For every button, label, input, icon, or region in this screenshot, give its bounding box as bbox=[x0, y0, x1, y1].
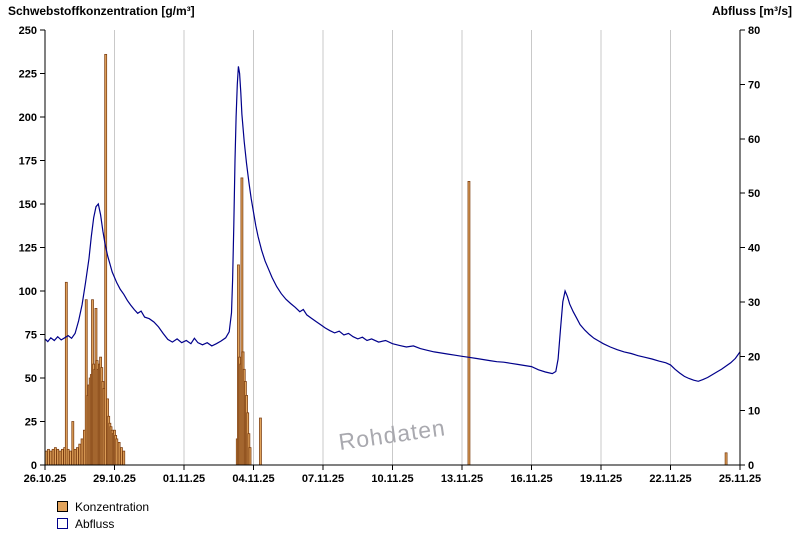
svg-text:80: 80 bbox=[748, 25, 760, 37]
abfluss-swatch-icon bbox=[57, 518, 68, 529]
svg-text:10: 10 bbox=[748, 406, 760, 418]
svg-text:125: 125 bbox=[19, 243, 37, 255]
svg-text:01.11.25: 01.11.25 bbox=[163, 473, 205, 485]
svg-text:150: 150 bbox=[19, 199, 37, 211]
svg-text:30: 30 bbox=[748, 297, 760, 309]
svg-text:40: 40 bbox=[748, 243, 760, 255]
svg-text:25.11.25: 25.11.25 bbox=[719, 473, 761, 485]
svg-text:70: 70 bbox=[748, 79, 760, 91]
svg-text:100: 100 bbox=[19, 286, 37, 298]
svg-text:10.11.25: 10.11.25 bbox=[371, 473, 413, 485]
left-axis-title: Schwebstoffkonzentration [g/m³] bbox=[8, 4, 195, 18]
legend: Konzentration Abfluss bbox=[57, 498, 149, 532]
abfluss-line bbox=[44, 66, 741, 382]
svg-text:20: 20 bbox=[748, 351, 760, 363]
svg-text:0: 0 bbox=[748, 460, 754, 472]
svg-text:50: 50 bbox=[25, 373, 37, 385]
svg-text:29.10.25: 29.10.25 bbox=[93, 473, 136, 485]
svg-text:200: 200 bbox=[19, 112, 37, 124]
svg-text:175: 175 bbox=[19, 156, 37, 168]
svg-text:250: 250 bbox=[19, 25, 37, 37]
legend-label-abfluss: Abfluss bbox=[75, 516, 115, 531]
svg-text:25: 25 bbox=[25, 417, 37, 429]
svg-text:60: 60 bbox=[748, 134, 760, 146]
svg-text:19.11.25: 19.11.25 bbox=[580, 473, 622, 485]
svg-text:75: 75 bbox=[25, 330, 37, 342]
bars-layer bbox=[44, 53, 728, 466]
konzentration-swatch-icon bbox=[57, 501, 68, 512]
svg-text:13.11.25: 13.11.25 bbox=[441, 473, 483, 485]
grid-layer bbox=[114, 30, 671, 465]
axes-layer: 0 25 50 75 100 125 150 175 200 225 250 0 10 20 30 40 50 6… bbox=[19, 25, 761, 485]
svg-text:07.11.25: 07.11.25 bbox=[302, 473, 344, 485]
svg-text:16.11.25: 16.11.25 bbox=[510, 473, 552, 485]
svg-text:50: 50 bbox=[748, 188, 760, 200]
right-axis-title: Abfluss [m³/s] bbox=[711, 4, 792, 18]
svg-text:0: 0 bbox=[31, 460, 37, 472]
svg-text:04.11.25: 04.11.25 bbox=[232, 473, 274, 485]
svg-text:22.11.25: 22.11.25 bbox=[649, 473, 691, 485]
legend-label-konzentration: Konzentration bbox=[75, 499, 150, 514]
svg-text:26.10.25: 26.10.25 bbox=[24, 473, 67, 485]
svg-text:225: 225 bbox=[19, 69, 37, 81]
legend-item-abfluss: Abfluss bbox=[57, 515, 149, 532]
legend-item-konzentration: Konzentration bbox=[57, 498, 149, 515]
